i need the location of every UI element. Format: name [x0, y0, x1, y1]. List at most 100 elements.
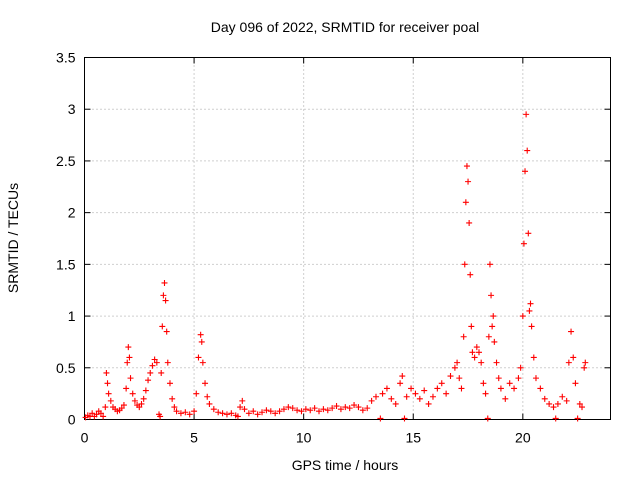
data-point — [443, 390, 450, 397]
data-point — [490, 313, 497, 320]
data-point — [451, 364, 458, 371]
data-point — [171, 404, 178, 411]
data-point — [403, 393, 410, 400]
data-point — [237, 404, 244, 411]
axis-ticks: 0 0.5 1 1.5 2 2.5 3 3.5 0 5 10 15 20 — [56, 50, 611, 446]
data-point — [493, 359, 500, 366]
data-point — [524, 147, 531, 154]
data-point — [484, 415, 491, 422]
data-point — [579, 404, 586, 411]
data-point — [364, 405, 371, 412]
data-point — [517, 364, 524, 371]
data-point — [351, 402, 358, 409]
data-point — [307, 407, 314, 414]
data-point — [476, 349, 482, 356]
data-point — [311, 405, 318, 412]
data-point — [478, 359, 485, 366]
data-point — [429, 393, 436, 400]
data-point — [89, 410, 96, 417]
y-tick-label: 3.5 — [56, 50, 76, 66]
x-tick-label: 10 — [296, 430, 312, 446]
data-point — [129, 390, 136, 397]
data-point — [193, 390, 200, 397]
data-point — [228, 410, 235, 417]
data-point — [401, 415, 408, 422]
data-point — [383, 385, 390, 392]
data-point — [342, 404, 349, 411]
data-point — [215, 409, 222, 416]
data-point — [456, 375, 463, 382]
data-point — [412, 390, 419, 397]
data-point — [199, 359, 206, 366]
data-point — [447, 373, 454, 380]
data-point — [333, 403, 340, 410]
x-tick-label: 0 — [81, 430, 89, 446]
data-point — [399, 373, 406, 380]
data-point — [506, 380, 513, 387]
data-point — [530, 354, 537, 361]
data-point — [173, 408, 180, 415]
y-tick-label: 0.5 — [56, 360, 76, 376]
data-point — [527, 300, 534, 307]
data-point — [280, 406, 287, 413]
data-point — [138, 400, 145, 407]
data-point — [563, 397, 570, 404]
data-point — [515, 375, 522, 382]
data-point — [461, 261, 468, 268]
data-point — [466, 219, 473, 226]
data-point — [320, 406, 327, 413]
data-point — [197, 331, 204, 338]
data-point — [206, 400, 213, 407]
data-point — [159, 323, 166, 330]
data-point — [495, 375, 502, 382]
data-point — [125, 344, 132, 351]
y-tick-label: 3 — [68, 101, 76, 117]
data-point — [120, 402, 127, 409]
data-point — [263, 407, 270, 414]
data-point — [526, 307, 533, 314]
data-point — [537, 385, 544, 392]
data-point — [324, 407, 331, 414]
data-point — [149, 362, 156, 369]
data-point — [169, 395, 176, 402]
data-point — [191, 408, 198, 415]
data-point — [523, 111, 530, 118]
data-point — [497, 385, 504, 392]
data-point — [570, 354, 577, 361]
data-point — [160, 292, 167, 299]
data-point — [491, 338, 498, 345]
data-point — [97, 410, 104, 417]
data-point — [186, 411, 193, 418]
data-point — [147, 369, 154, 376]
data-point — [234, 413, 241, 420]
data-point — [161, 279, 168, 286]
data-point — [202, 380, 209, 387]
data-point — [298, 408, 305, 415]
data-point — [574, 415, 581, 422]
data-point — [210, 406, 217, 413]
data-point — [546, 400, 553, 407]
data-point — [245, 410, 252, 417]
data-point — [469, 349, 476, 356]
data-point — [267, 408, 274, 415]
data-point — [460, 333, 467, 340]
data-point — [316, 408, 323, 415]
data-point — [467, 271, 474, 278]
data-point — [392, 400, 399, 407]
data-point — [559, 393, 566, 400]
data-point — [140, 395, 147, 402]
data-point — [289, 405, 296, 412]
data-point — [157, 413, 164, 420]
data-point — [554, 400, 561, 407]
data-point — [337, 406, 344, 413]
data-point — [471, 354, 478, 361]
data-point — [520, 240, 527, 247]
data-point — [425, 400, 432, 407]
data-point — [163, 328, 170, 335]
data-point — [124, 359, 131, 366]
data-point — [151, 356, 158, 363]
data-point — [489, 323, 496, 330]
data-point — [485, 333, 492, 340]
